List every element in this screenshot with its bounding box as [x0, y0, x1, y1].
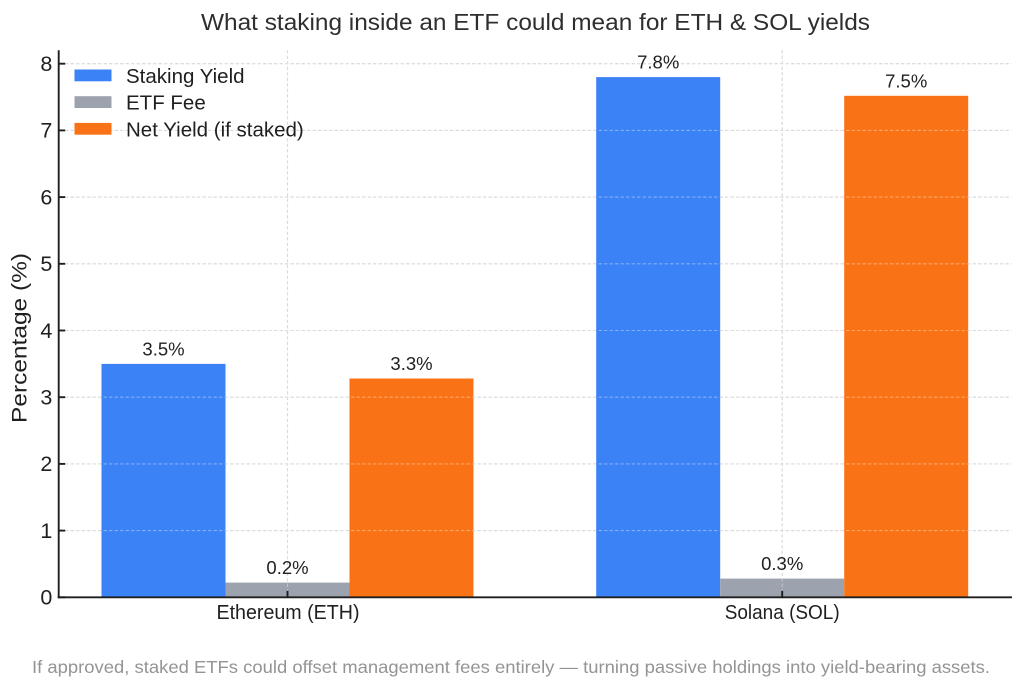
- svg-text:Ethereum (ETH): Ethereum (ETH): [217, 602, 360, 624]
- svg-text:Net Yield (if staked): Net Yield (if staked): [126, 118, 304, 141]
- svg-text:7.5%: 7.5%: [885, 70, 927, 91]
- svg-text:If approved, staked ETFs could: If approved, staked ETFs could offset ma…: [32, 657, 990, 677]
- svg-text:6: 6: [40, 185, 52, 209]
- svg-text:1: 1: [40, 519, 52, 543]
- svg-text:7.8%: 7.8%: [637, 52, 679, 73]
- svg-text:3.3%: 3.3%: [390, 353, 432, 374]
- svg-text:4: 4: [40, 319, 52, 343]
- svg-text:3.5%: 3.5%: [142, 339, 184, 360]
- svg-text:Solana (SOL): Solana (SOL): [725, 602, 840, 624]
- svg-text:Staking Yield: Staking Yield: [126, 65, 245, 88]
- svg-text:ETF Fee: ETF Fee: [126, 92, 206, 115]
- svg-text:0.3%: 0.3%: [761, 553, 803, 574]
- svg-text:7: 7: [40, 119, 52, 143]
- svg-text:3: 3: [40, 386, 52, 410]
- svg-text:What staking inside an ETF cou: What staking inside an ETF could mean fo…: [201, 9, 870, 35]
- svg-text:2: 2: [40, 452, 52, 476]
- svg-text:0: 0: [40, 586, 52, 610]
- svg-text:Percentage (%): Percentage (%): [8, 253, 31, 423]
- svg-text:8: 8: [40, 52, 52, 76]
- svg-text:5: 5: [40, 252, 52, 276]
- svg-text:0.2%: 0.2%: [266, 557, 308, 578]
